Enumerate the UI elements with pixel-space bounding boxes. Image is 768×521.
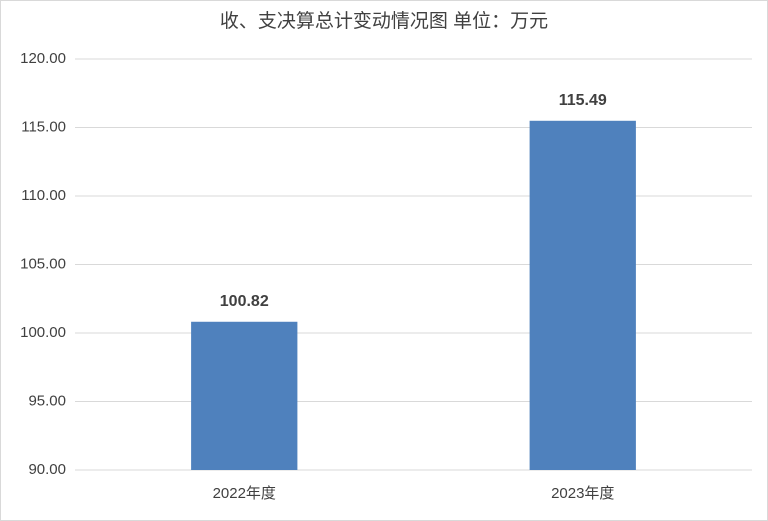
- y-tick-label: 120.00: [20, 50, 66, 67]
- y-tick-label: 100.00: [20, 324, 66, 341]
- x-tick-label: 2022年度: [213, 485, 276, 502]
- y-tick-label: 95.00: [28, 392, 66, 409]
- x-tick-label: 2023年度: [551, 485, 614, 502]
- y-tick-label: 115.00: [21, 118, 66, 135]
- bar: [191, 321, 298, 470]
- y-tick-label: 110.00: [21, 187, 66, 204]
- chart-title: 收、支决算总计变动情况图 单位：万元: [220, 10, 548, 32]
- y-tick-label: 105.00: [20, 255, 66, 272]
- value-label: 115.49: [559, 92, 607, 109]
- y-tick-label: 90.00: [28, 461, 66, 478]
- bar: [529, 120, 636, 471]
- value-label: 100.82: [220, 293, 269, 310]
